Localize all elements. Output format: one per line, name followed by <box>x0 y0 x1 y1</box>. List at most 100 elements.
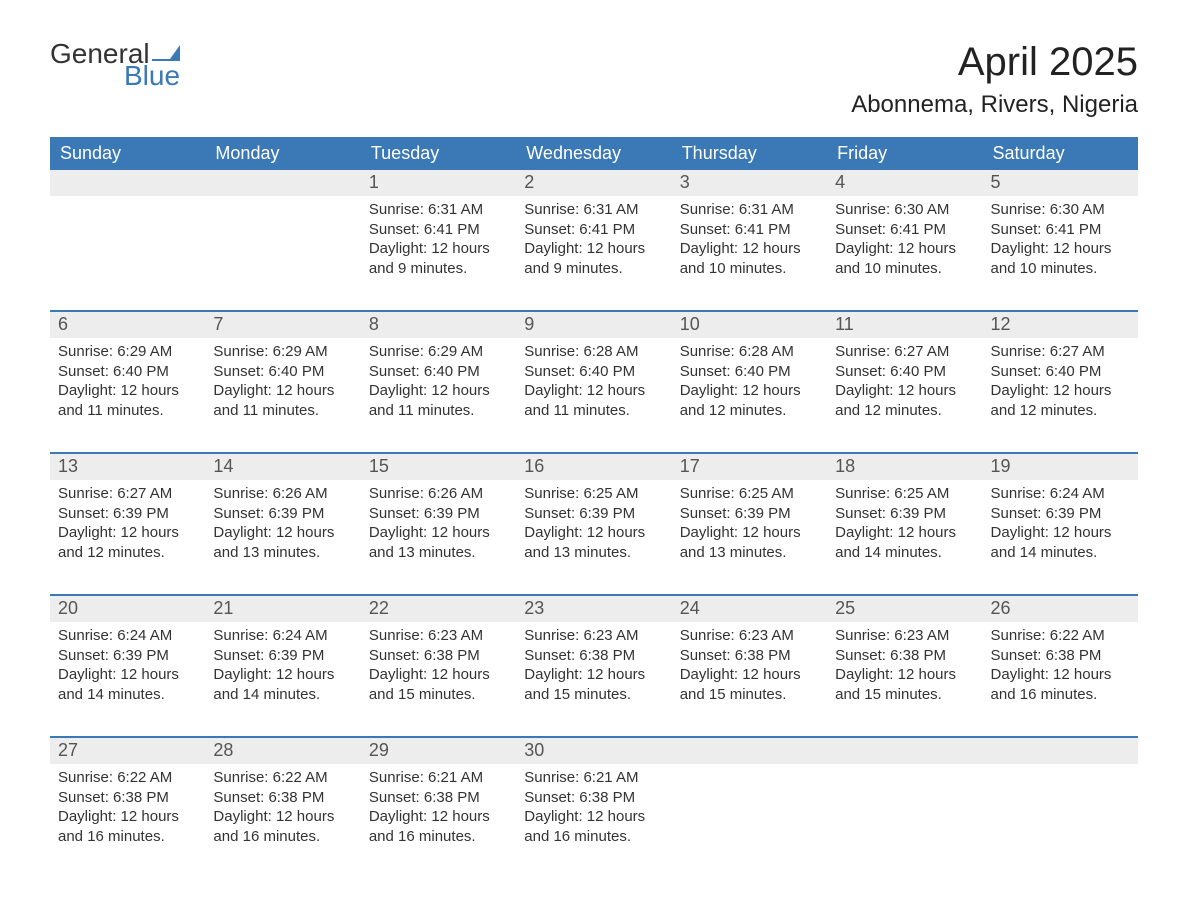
cell-body: Sunrise: 6:31 AMSunset: 6:41 PMDaylight:… <box>361 196 516 286</box>
day-header: Saturday <box>983 137 1138 170</box>
calendar-cell: 6Sunrise: 6:29 AMSunset: 6:40 PMDaylight… <box>50 312 205 452</box>
calendar-cell: 16Sunrise: 6:25 AMSunset: 6:39 PMDayligh… <box>516 454 671 594</box>
sunset-text: Sunset: 6:39 PM <box>524 504 663 524</box>
sunrise-text: Sunrise: 6:29 AM <box>58 342 197 362</box>
cell-body: Sunrise: 6:25 AMSunset: 6:39 PMDaylight:… <box>672 480 827 570</box>
logo: General Blue <box>50 40 180 90</box>
cell-body: Sunrise: 6:31 AMSunset: 6:41 PMDaylight:… <box>672 196 827 286</box>
daylight-text: Daylight: 12 hours and 16 minutes. <box>991 665 1130 704</box>
cell-body: Sunrise: 6:27 AMSunset: 6:40 PMDaylight:… <box>983 338 1138 428</box>
cell-body: Sunrise: 6:23 AMSunset: 6:38 PMDaylight:… <box>672 622 827 712</box>
sunrise-text: Sunrise: 6:25 AM <box>680 484 819 504</box>
cell-body <box>205 196 360 208</box>
sunrise-text: Sunrise: 6:24 AM <box>213 626 352 646</box>
sunrise-text: Sunrise: 6:28 AM <box>680 342 819 362</box>
day-number: 13 <box>50 454 205 480</box>
day-header: Friday <box>827 137 982 170</box>
sunset-text: Sunset: 6:40 PM <box>213 362 352 382</box>
daylight-text: Daylight: 12 hours and 16 minutes. <box>369 807 508 846</box>
day-number: 17 <box>672 454 827 480</box>
sunset-text: Sunset: 6:39 PM <box>680 504 819 524</box>
calendar-cell: 4Sunrise: 6:30 AMSunset: 6:41 PMDaylight… <box>827 170 982 310</box>
cell-body: Sunrise: 6:21 AMSunset: 6:38 PMDaylight:… <box>361 764 516 854</box>
calendar-cell: 23Sunrise: 6:23 AMSunset: 6:38 PMDayligh… <box>516 596 671 736</box>
sunrise-text: Sunrise: 6:22 AM <box>58 768 197 788</box>
calendar-cell: 26 Sunrise: 6:22 AMSunset: 6:38 PMDayligh… <box>983 596 1138 736</box>
cell-body: Sunrise: 6:25 AMSunset: 6:39 PMDaylight:… <box>827 480 982 570</box>
cell-body: Sunrise: 6:22 AMSunset: 6:38 PMDaylight:… <box>50 764 205 854</box>
day-number: 5 <box>983 170 1138 196</box>
sunrise-text: Sunrise: 6:23 AM <box>835 626 974 646</box>
daylight-text: Daylight: 12 hours and 14 minutes. <box>58 665 197 704</box>
sunset-text: Sunset: 6:39 PM <box>835 504 974 524</box>
sunset-text: Sunset: 6:39 PM <box>369 504 508 524</box>
day-number: 9 <box>516 312 671 338</box>
calendar-cell: 28Sunrise: 6:22 AMSunset: 6:38 PMDayligh… <box>205 738 360 878</box>
day-number: 21 <box>205 596 360 622</box>
day-number <box>50 170 205 196</box>
sunrise-text: Sunrise: 6:22 AM <box>213 768 352 788</box>
sunset-text: Sunset: 6:41 PM <box>680 220 819 240</box>
daylight-text: Daylight: 12 hours and 11 minutes. <box>524 381 663 420</box>
sunset-text: Sunset: 6:39 PM <box>213 646 352 666</box>
cell-body: Sunrise: 6:31 AMSunset: 6:41 PMDaylight:… <box>516 196 671 286</box>
sunrise-text: Sunrise: 6:22 AM <box>991 626 1130 646</box>
calendar-cell: 11Sunrise: 6:27 AMSunset: 6:40 PMDayligh… <box>827 312 982 452</box>
day-number: 4 <box>827 170 982 196</box>
daylight-text: Daylight: 12 hours and 12 minutes. <box>58 523 197 562</box>
day-number: 30 <box>516 738 671 764</box>
cell-body: Sunrise: 6:21 AMSunset: 6:38 PMDaylight:… <box>516 764 671 854</box>
sunrise-text: Sunrise: 6:29 AM <box>369 342 508 362</box>
sunrise-text: Sunrise: 6:25 AM <box>524 484 663 504</box>
location-text: Abonnema, Rivers, Nigeria <box>851 91 1138 119</box>
calendar-cell: 17Sunrise: 6:25 AMSunset: 6:39 PMDayligh… <box>672 454 827 594</box>
sunset-text: Sunset: 6:40 PM <box>680 362 819 382</box>
cell-body: Sunrise: 6:23 AMSunset: 6:38 PMDaylight:… <box>516 622 671 712</box>
sunset-text: Sunset: 6:38 PM <box>991 646 1130 666</box>
daylight-text: Daylight: 12 hours and 12 minutes. <box>835 381 974 420</box>
daylight-text: Daylight: 12 hours and 15 minutes. <box>680 665 819 704</box>
calendar-cell: 10 Sunrise: 6:28 AMSunset: 6:40 PMDayligh… <box>672 312 827 452</box>
daylight-text: Daylight: 12 hours and 12 minutes. <box>680 381 819 420</box>
daylight-text: Daylight: 12 hours and 13 minutes. <box>213 523 352 562</box>
sunset-text: Sunset: 6:39 PM <box>58 504 197 524</box>
sunrise-text: Sunrise: 6:29 AM <box>213 342 352 362</box>
day-header: Wednesday <box>516 137 671 170</box>
day-number: 15 <box>361 454 516 480</box>
sunset-text: Sunset: 6:38 PM <box>369 788 508 808</box>
calendar-cell: 24Sunrise: 6:23 AMSunset: 6:38 PMDayligh… <box>672 596 827 736</box>
calendar-cell <box>827 738 982 878</box>
cell-body: Sunrise: 6:23 AMSunset: 6:38 PMDaylight:… <box>827 622 982 712</box>
sunset-text: Sunset: 6:38 PM <box>524 788 663 808</box>
calendar-cell: 30Sunrise: 6:21 AMSunset: 6:38 PMDayligh… <box>516 738 671 878</box>
sunrise-text: Sunrise: 6:24 AM <box>58 626 197 646</box>
sunset-text: Sunset: 6:40 PM <box>369 362 508 382</box>
sunset-text: Sunset: 6:40 PM <box>58 362 197 382</box>
calendar-cell: 3Sunrise: 6:31 AMSunset: 6:41 PMDaylight… <box>672 170 827 310</box>
title-block: April 2025 Abonnema, Rivers, Nigeria <box>851 40 1138 119</box>
day-header: Monday <box>205 137 360 170</box>
cell-body: Sunrise: 6:27 AMSunset: 6:40 PMDaylight:… <box>827 338 982 428</box>
day-number <box>205 170 360 196</box>
sunset-text: Sunset: 6:39 PM <box>991 504 1130 524</box>
calendar-cell: 20Sunrise: 6:24 AMSunset: 6:39 PMDayligh… <box>50 596 205 736</box>
day-number: 26 <box>983 596 1138 622</box>
sunset-text: Sunset: 6:39 PM <box>213 504 352 524</box>
week-row: 6Sunrise: 6:29 AMSunset: 6:40 PMDaylight… <box>50 310 1138 452</box>
day-number: 10 <box>672 312 827 338</box>
day-number: 29 <box>361 738 516 764</box>
calendar-cell <box>205 170 360 310</box>
daylight-text: Daylight: 12 hours and 13 minutes. <box>524 523 663 562</box>
sunrise-text: Sunrise: 6:21 AM <box>524 768 663 788</box>
calendar-cell: 21Sunrise: 6:24 AMSunset: 6:39 PMDayligh… <box>205 596 360 736</box>
cell-body: Sunrise: 6:29 AMSunset: 6:40 PMDaylight:… <box>205 338 360 428</box>
day-header: Tuesday <box>361 137 516 170</box>
sunrise-text: Sunrise: 6:30 AM <box>991 200 1130 220</box>
daylight-text: Daylight: 12 hours and 16 minutes. <box>524 807 663 846</box>
daylight-text: Daylight: 12 hours and 11 minutes. <box>213 381 352 420</box>
daylight-text: Daylight: 12 hours and 9 minutes. <box>524 239 663 278</box>
day-number: 22 <box>361 596 516 622</box>
sunset-text: Sunset: 6:41 PM <box>991 220 1130 240</box>
calendar-cell <box>50 170 205 310</box>
daylight-text: Daylight: 12 hours and 14 minutes. <box>991 523 1130 562</box>
